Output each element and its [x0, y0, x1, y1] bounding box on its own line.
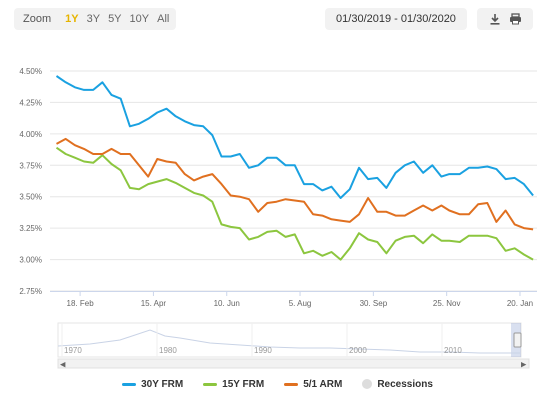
- download-icon[interactable]: [489, 13, 501, 25]
- x-tick-label: 25. Nov: [433, 299, 461, 308]
- chart-toolbar: Zoom 1Y 3Y 5Y 10Y All 01/30/2019 - 01/30…: [0, 0, 555, 40]
- date-range-input[interactable]: 01/30/2019 - 01/30/2020: [325, 8, 467, 30]
- navigator-tick-label: 1980: [159, 346, 177, 355]
- zoom-all-button[interactable]: All: [157, 13, 170, 25]
- legend-swatch-15y: [203, 382, 218, 386]
- navigator-tick-label: 1970: [64, 346, 82, 355]
- zoom-10y-button[interactable]: 10Y: [129, 13, 150, 25]
- main-chart: 2.75% 3.00% 3.25% 3.50% 3.75% 4.00% 4.25% 4.50%…: [19, 67, 537, 308]
- legend-item-recessions[interactable]: Recessions: [362, 379, 433, 390]
- zoom-3y-button[interactable]: 3Y: [86, 13, 101, 25]
- navigator-tick-label: 2010: [444, 346, 462, 355]
- export-group: [477, 8, 533, 30]
- navigator-tick-label: 1990: [254, 346, 272, 355]
- legend-item-arm[interactable]: 5/1 ARM: [284, 379, 342, 390]
- y-tick-label: 4.25%: [19, 98, 42, 107]
- x-tick-label: 10. Jun: [214, 299, 240, 308]
- legend-swatch-recessions: [362, 379, 373, 389]
- legend: 30Y FRM 15Y FRM 5/1 ARM Recessions: [0, 374, 555, 394]
- legend-item-30y[interactable]: 30Y FRM: [122, 379, 183, 390]
- y-tick-label: 4.50%: [19, 67, 42, 76]
- y-tick-label: 4.00%: [19, 130, 42, 139]
- y-tick-label: 3.75%: [19, 161, 42, 170]
- navigator-tick-label: 2000: [349, 346, 367, 355]
- x-tick-label: 20. Jan: [507, 299, 533, 308]
- y-tick-label: 3.25%: [19, 224, 42, 233]
- legend-label-arm: 5/1 ARM: [303, 378, 343, 390]
- scroll-right-arrow-icon[interactable]: ▶: [521, 361, 527, 369]
- y-tick-label: 2.75%: [19, 287, 42, 296]
- series-line-30y-frm: [55, 75, 534, 199]
- legend-swatch-arm: [284, 382, 299, 386]
- y-tick-label: 3.50%: [19, 193, 42, 202]
- legend-label-15y: 15Y FRM: [222, 378, 265, 390]
- zoom-label: Zoom: [23, 13, 52, 25]
- x-tick-label: 5. Aug: [289, 299, 312, 308]
- legend-label-30y: 30Y FRM: [141, 378, 184, 390]
- legend-swatch-30y: [122, 382, 137, 386]
- zoom-5y-button[interactable]: 5Y: [108, 13, 122, 25]
- x-tick-label: 15. Apr: [141, 299, 167, 308]
- scroll-left-arrow-icon[interactable]: ◀: [60, 361, 66, 369]
- zoom-1y-button[interactable]: 1Y: [65, 13, 79, 25]
- series-line-5-1-arm: [56, 137, 534, 231]
- print-icon[interactable]: [509, 13, 522, 25]
- navigator-scrollbar[interactable]: [57, 358, 530, 369]
- legend-item-15y[interactable]: 15Y FRM: [203, 379, 264, 390]
- x-tick-label: 18. Feb: [67, 299, 95, 308]
- legend-label-recessions: Recessions: [377, 378, 433, 390]
- x-tick-label: 30. Sep: [360, 299, 388, 308]
- navigator-series: [57, 329, 520, 354]
- navigator-handle[interactable]: [513, 332, 522, 348]
- series-line-15y-frm: [55, 146, 534, 261]
- y-tick-label: 3.00%: [19, 256, 42, 265]
- navigator[interactable]: 1970 1980 1990 2000 2010 ◀ ▶: [0, 322, 555, 370]
- zoom-group: Zoom 1Y 3Y 5Y 10Y All: [14, 8, 176, 30]
